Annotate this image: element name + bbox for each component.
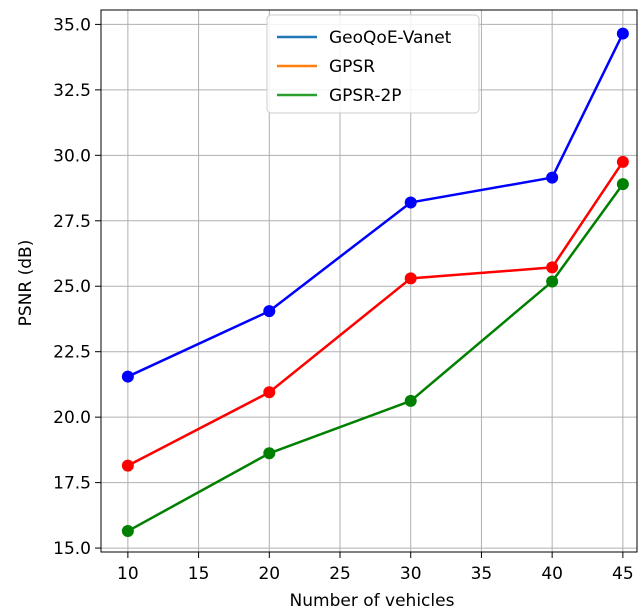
x-axis-ticks: 10 15 20 25 30 35 40 45 [117, 552, 634, 584]
data-point [616, 27, 629, 40]
series-geoqoe-vanet [121, 27, 629, 383]
y-axis-label: PSNR (dB) [16, 240, 36, 327]
data-point [121, 370, 134, 383]
data-point [404, 394, 417, 407]
y-tick-label: 17.5 [53, 474, 91, 494]
data-point [616, 155, 629, 168]
plot-frame [100, 9, 638, 553]
y-tick-label: 15.0 [53, 539, 91, 559]
y-tick-label: 35.0 [53, 15, 91, 35]
x-tick-label: 25 [329, 564, 351, 584]
x-tick-label: 30 [400, 564, 422, 584]
y-axis-ticks: 15.0 17.5 20.0 22.5 25.0 27.5 30.0 32.5 35.0 [53, 15, 101, 559]
legend: GeoQoE-Vanet GPSR GPSR-2P [266, 14, 480, 114]
series-gpsr-2p [121, 178, 629, 538]
data-series [121, 27, 629, 538]
x-tick-label: 20 [258, 564, 280, 584]
x-tick-label: 45 [612, 564, 634, 584]
data-point [546, 171, 559, 184]
data-point [121, 459, 134, 472]
data-point [404, 272, 417, 285]
legend-frame [266, 14, 480, 114]
axes-frame [100, 9, 638, 553]
x-tick-label: 40 [541, 564, 563, 584]
y-tick-label: 30.0 [53, 146, 91, 166]
y-tick-label: 25.0 [53, 277, 91, 297]
legend-entry: GeoQoE-Vanet [329, 28, 452, 48]
legend-entry: GPSR [329, 57, 375, 77]
data-point [546, 275, 559, 288]
data-point [616, 178, 629, 191]
y-tick-label: 32.5 [53, 81, 91, 101]
data-point [404, 196, 417, 209]
y-tick-label: 20.0 [53, 408, 91, 428]
x-tick-label: 35 [471, 564, 493, 584]
x-tick-label: 10 [117, 564, 139, 584]
x-tick-label: 15 [188, 564, 210, 584]
series-line [127, 161, 624, 467]
data-point [546, 261, 559, 274]
legend-entry: GPSR-2P [329, 86, 402, 106]
y-tick-label: 27.5 [53, 212, 91, 232]
series-gpsr [121, 155, 629, 472]
data-point [263, 386, 276, 399]
data-point [121, 525, 134, 538]
data-point [263, 447, 276, 460]
data-point [263, 305, 276, 318]
x-axis-label: Number of vehicles [290, 591, 455, 611]
series-line [127, 183, 624, 533]
y-tick-label: 22.5 [53, 343, 91, 363]
